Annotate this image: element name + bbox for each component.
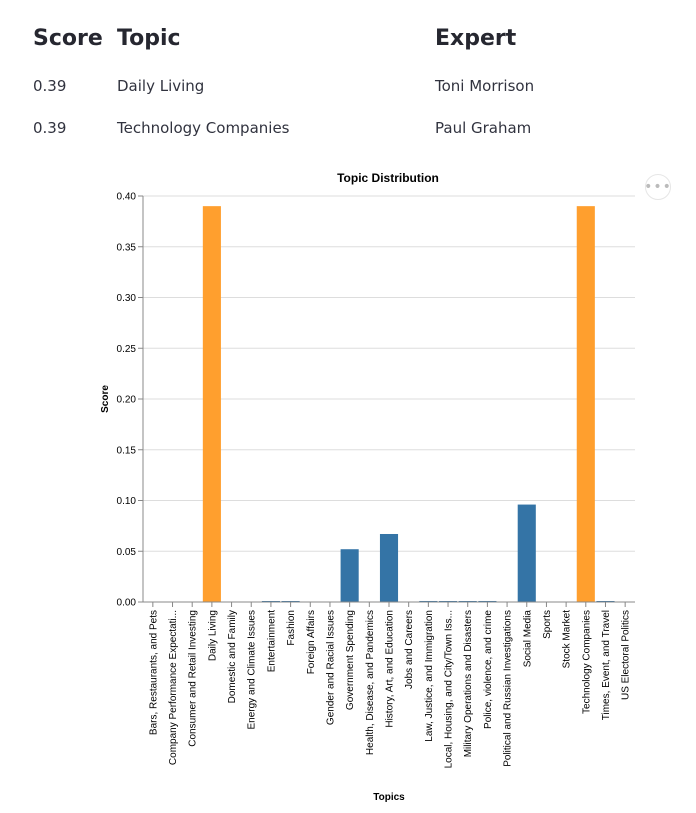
- y-tick-label: 0.00: [117, 598, 137, 609]
- x-tick-label: Bars, Restaurants, and Pets: [148, 610, 159, 735]
- x-tick-label: Consumer and Retail Investing: [188, 610, 199, 747]
- x-tick-label: Times, Event, and Travel: [601, 610, 612, 720]
- x-tick-label: Domestic and Family: [227, 610, 238, 703]
- row-2-score: 0.39: [33, 119, 67, 137]
- x-tick-label: Technology Companies: [581, 610, 592, 714]
- y-tick-label: 0.20: [117, 395, 137, 406]
- x-tick-label: Daily Living: [207, 610, 218, 661]
- x-axis-label: Topics: [373, 792, 405, 803]
- header-expert: Expert: [435, 26, 517, 51]
- x-tick-label: Foreign Affairs: [306, 610, 317, 674]
- x-tick-label: Police, violence, and crime: [483, 610, 494, 729]
- y-tick-label: 0.35: [117, 242, 137, 253]
- bars: [202, 206, 615, 602]
- x-tick-label: Stock Market: [562, 610, 573, 669]
- bar-daily-living[interactable]: [202, 206, 221, 602]
- x-tick-label: US Electoral Politics: [621, 610, 632, 700]
- x-tick-label: Jobs and Careers: [404, 610, 415, 689]
- y-tick-label: 0.15: [117, 445, 137, 456]
- x-tick-label: Sports: [542, 610, 553, 639]
- row-1-expert: Toni Morrison: [435, 77, 535, 95]
- bar-technology-companies[interactable]: [576, 206, 595, 602]
- x-tick-label: Social Media: [522, 610, 533, 668]
- header-score: Score: [33, 26, 103, 51]
- more-horizontal-icon: •••: [644, 179, 672, 195]
- x-tick-label: Political and Russian Investigations: [503, 610, 514, 767]
- y-tick-label: 0.05: [117, 547, 137, 558]
- y-tick-label: 0.40: [117, 192, 137, 203]
- row-1-score: 0.39: [33, 77, 67, 95]
- bar-social-media[interactable]: [517, 504, 536, 602]
- row-1-topic: Daily Living: [117, 77, 205, 95]
- x-tick-label: Military Operations and Disasters: [463, 610, 474, 757]
- y-axis-label: Score: [100, 385, 111, 413]
- x-tick-label: Energy and Climate Issues: [247, 610, 258, 730]
- x-tick-label: Government Spending: [345, 610, 356, 710]
- bar-police-violence-and-crime[interactable]: [478, 600, 497, 602]
- x-tick-label: Gender and Racial Issues: [325, 610, 336, 725]
- axes: 0.00 0.05 0.10 0.15 0.20 0.25 0.30 0.35 0.40 Bars…: [117, 192, 635, 768]
- x-tick-label: Law, Justice, and Immigration: [424, 610, 435, 742]
- bar-history-art-and-education[interactable]: [379, 533, 399, 602]
- y-tick-label: 0.25: [117, 344, 137, 355]
- x-tick-label: Local, Housing, and City/Town Iss...: [444, 610, 455, 768]
- row-2-expert: Paul Graham: [435, 119, 532, 137]
- bar-law-justice-and-immigration[interactable]: [419, 600, 438, 602]
- chart-title: Topic Distribution: [337, 171, 439, 185]
- x-tick-label: Entertainment: [266, 610, 277, 672]
- x-tick-label: Company Performance Expectati...: [168, 610, 179, 765]
- bar-government-spending[interactable]: [340, 549, 359, 602]
- chart-menu-button[interactable]: •••: [644, 174, 672, 200]
- x-tick-label: History, Art, and Education: [385, 610, 396, 728]
- y-tick-label: 0.30: [117, 293, 137, 304]
- x-tick-label: Health, Disease, and Pandemics: [365, 610, 376, 755]
- x-tick-label: Fashion: [286, 610, 297, 646]
- y-tick-label: 0.10: [117, 496, 137, 507]
- row-2-topic: Technology Companies: [117, 119, 290, 137]
- header-topic: Topic: [117, 26, 181, 51]
